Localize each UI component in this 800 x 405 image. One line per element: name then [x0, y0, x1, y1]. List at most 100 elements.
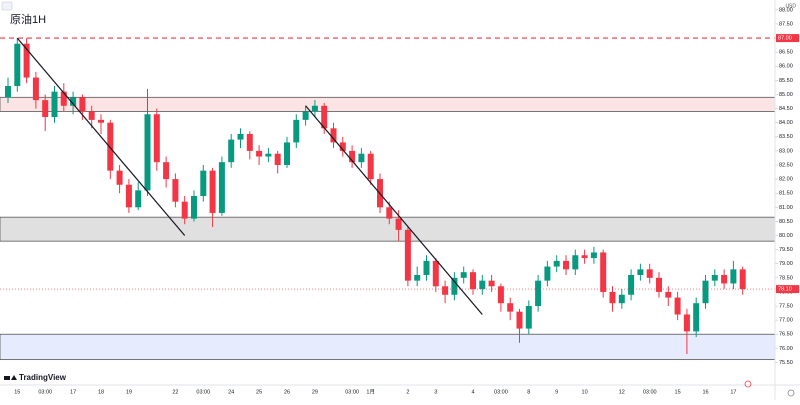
candle-body — [88, 111, 95, 120]
level-label: 87.00 — [778, 36, 792, 42]
candle-body — [637, 269, 644, 275]
currency-label: USD — [785, 3, 796, 9]
x-tick-label: 22 — [172, 389, 178, 395]
candle-body — [293, 119, 300, 143]
candle-body — [181, 201, 188, 219]
candle-body — [218, 162, 225, 213]
candle-body — [163, 162, 170, 180]
y-tick-label: 80.00 — [779, 233, 793, 239]
y-tick-label: 85.00 — [779, 92, 793, 98]
candle-body — [711, 275, 718, 281]
candle-body — [237, 133, 244, 140]
candle-body — [191, 196, 197, 219]
x-tick-label: 03:00 — [196, 389, 210, 395]
candle-body — [470, 272, 476, 290]
brand-logo: TradingView — [4, 373, 67, 382]
x-tick-label: 03:00 — [38, 389, 52, 395]
candle-body — [125, 184, 132, 208]
candle-body — [479, 280, 486, 290]
candle-body — [153, 114, 160, 163]
symbol-icon[interactable] — [1, 1, 13, 11]
last-price-label: 78.10 — [778, 287, 792, 293]
candle-body — [702, 280, 709, 304]
candle-body — [442, 286, 449, 295]
candle-body — [265, 153, 272, 157]
x-tick-label: 17 — [70, 389, 76, 395]
x-tick-label: 18 — [98, 389, 104, 395]
candle-body — [98, 119, 104, 123]
y-tick-label: 79.50 — [779, 247, 793, 253]
candle-body — [618, 294, 625, 304]
candle-body — [414, 275, 421, 281]
candle-body — [590, 252, 597, 259]
candle-body — [563, 260, 569, 270]
candle-body — [116, 170, 123, 185]
candle-body — [507, 303, 514, 312]
candle-body — [14, 43, 21, 87]
candle-body — [256, 150, 263, 157]
candle-body — [349, 150, 356, 163]
candle-body — [200, 170, 207, 197]
y-tick-label: 82.50 — [779, 162, 793, 168]
brand-icon — [4, 375, 17, 380]
x-tick-label: 1月 — [366, 388, 375, 395]
candle-body — [395, 218, 402, 230]
y-tick-label: 87.50 — [779, 21, 793, 27]
candle-body — [79, 97, 86, 112]
trendline — [305, 105, 483, 315]
candle-body — [525, 306, 532, 329]
x-tick-label: 12 — [619, 389, 625, 395]
candle-body — [544, 266, 551, 281]
settings-icon[interactable] — [787, 389, 795, 397]
candle-body — [284, 142, 290, 165]
x-tick-label: 03:00 — [643, 389, 657, 395]
candle-body — [423, 260, 430, 275]
x-tick-label: 4 — [471, 389, 474, 395]
y-tick-label: 85.50 — [779, 78, 793, 84]
y-tick-label: 80.50 — [779, 219, 793, 225]
x-tick-label: 10 — [582, 389, 588, 395]
zone — [0, 96, 776, 112]
candle-body — [721, 275, 728, 284]
candle-body — [581, 255, 588, 259]
candle-body — [628, 275, 635, 295]
candle-body — [665, 291, 672, 298]
candle-body — [535, 280, 542, 307]
x-tick-label: 25 — [256, 389, 262, 395]
x-tick-label: 9 — [555, 389, 558, 395]
candle-body — [739, 269, 746, 290]
candle-body — [730, 269, 737, 284]
candle-body — [516, 311, 523, 329]
y-tick-label: 75.50 — [779, 360, 793, 366]
alert-icon[interactable] — [744, 380, 752, 388]
y-tick-label: 84.50 — [779, 106, 793, 112]
y-tick-label: 79.00 — [779, 261, 793, 267]
candle-body — [311, 105, 318, 112]
y-tick-label: 83.00 — [779, 148, 793, 154]
candle-body — [497, 286, 504, 304]
x-tick-label: 24 — [228, 389, 234, 395]
candle-body — [60, 91, 67, 106]
zone — [0, 216, 776, 242]
candle-body — [609, 291, 616, 304]
candle-body — [367, 153, 374, 180]
x-tick-label: 3 — [434, 389, 437, 395]
y-tick-label: 86.50 — [779, 50, 793, 56]
x-tick-label: 03:00 — [494, 389, 508, 395]
candle-body — [135, 190, 142, 208]
x-tick-label: 15 — [14, 389, 20, 395]
candle-body — [646, 269, 653, 278]
candle-body — [42, 100, 49, 118]
candle-body — [70, 97, 77, 106]
candle-body — [432, 260, 439, 287]
zone — [0, 333, 776, 361]
x-tick-label: 2 — [406, 389, 409, 395]
candle-body — [32, 77, 39, 101]
candle-body — [209, 170, 216, 213]
candle-body — [488, 280, 495, 287]
y-tick-label: 82.00 — [779, 177, 793, 183]
brand-name: TradingView — [19, 373, 67, 382]
y-tick-label: 77.50 — [779, 303, 793, 309]
candle-body — [600, 252, 607, 292]
